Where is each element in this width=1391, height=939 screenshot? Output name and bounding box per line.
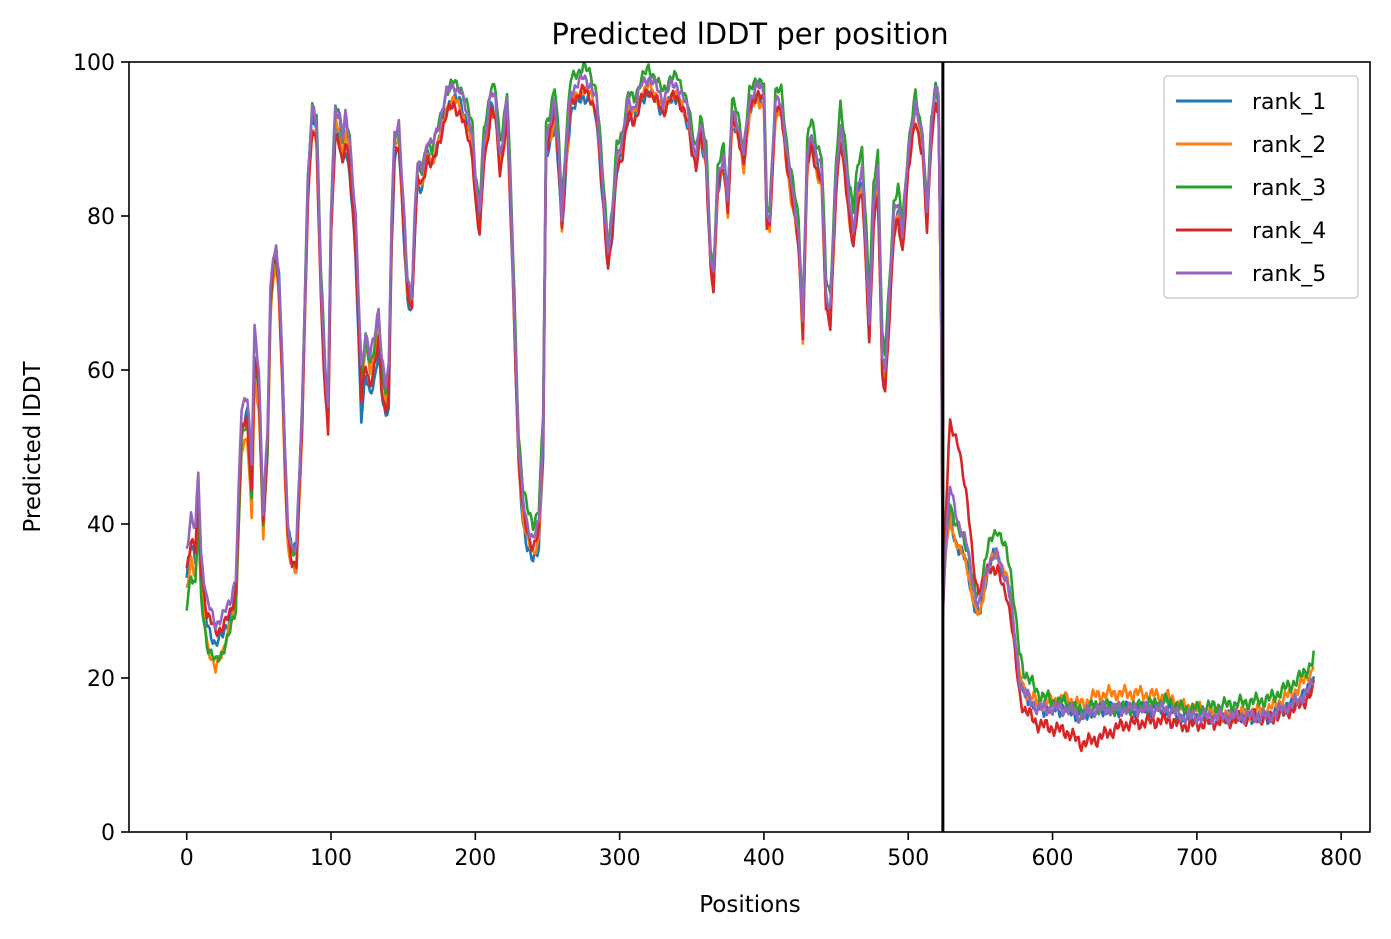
- x-axis-label: Positions: [699, 892, 801, 918]
- x-axis-ticks: 0 100 200 300 400 500 600 700 800: [180, 832, 1362, 871]
- x-tick-label: 800: [1320, 846, 1362, 871]
- legend-frame: [1163, 75, 1359, 299]
- y-tick-label: 40: [87, 513, 115, 538]
- plot-frame: [128, 61, 1371, 833]
- x-tick-label: 400: [743, 846, 785, 871]
- series-layer: [185, 61, 1316, 753]
- legend-label-rank_1: rank_1: [1252, 90, 1326, 115]
- legend-label-rank_2: rank_2: [1252, 133, 1326, 158]
- y-tick-label: 80: [87, 205, 115, 230]
- legend-label-rank_3: rank_3: [1252, 176, 1326, 201]
- x-tick-label: 300: [599, 846, 641, 871]
- series-line-rank_4: [185, 83, 1315, 753]
- x-tick-label: 0: [180, 846, 194, 871]
- legend-label-rank_4: rank_4: [1252, 219, 1326, 244]
- y-tick-label: 60: [87, 359, 115, 384]
- x-tick-label: 500: [887, 846, 929, 871]
- x-tick-label: 100: [310, 846, 352, 871]
- legend-label-rank_5: rank_5: [1252, 262, 1326, 287]
- y-axis-label: Predicted lDDT: [20, 360, 46, 532]
- x-tick-label: 600: [1032, 846, 1074, 871]
- x-tick-label: 700: [1176, 846, 1218, 871]
- y-tick-label: 100: [73, 51, 115, 76]
- y-tick-label: 20: [87, 667, 115, 692]
- y-axis-ticks: 0 20 40 60 80 100: [73, 51, 129, 846]
- y-tick-label: 0: [101, 821, 115, 846]
- chart-title: Predicted lDDT per position: [551, 17, 948, 51]
- x-tick-label: 200: [454, 846, 496, 871]
- legend-entries: rank_1 rank_2 rank_3 rank_4 rank_5: [1176, 90, 1326, 287]
- legend: rank_1 rank_2 rank_3 rank_4 rank_5: [1163, 75, 1359, 299]
- series-line-rank_5: [185, 72, 1315, 726]
